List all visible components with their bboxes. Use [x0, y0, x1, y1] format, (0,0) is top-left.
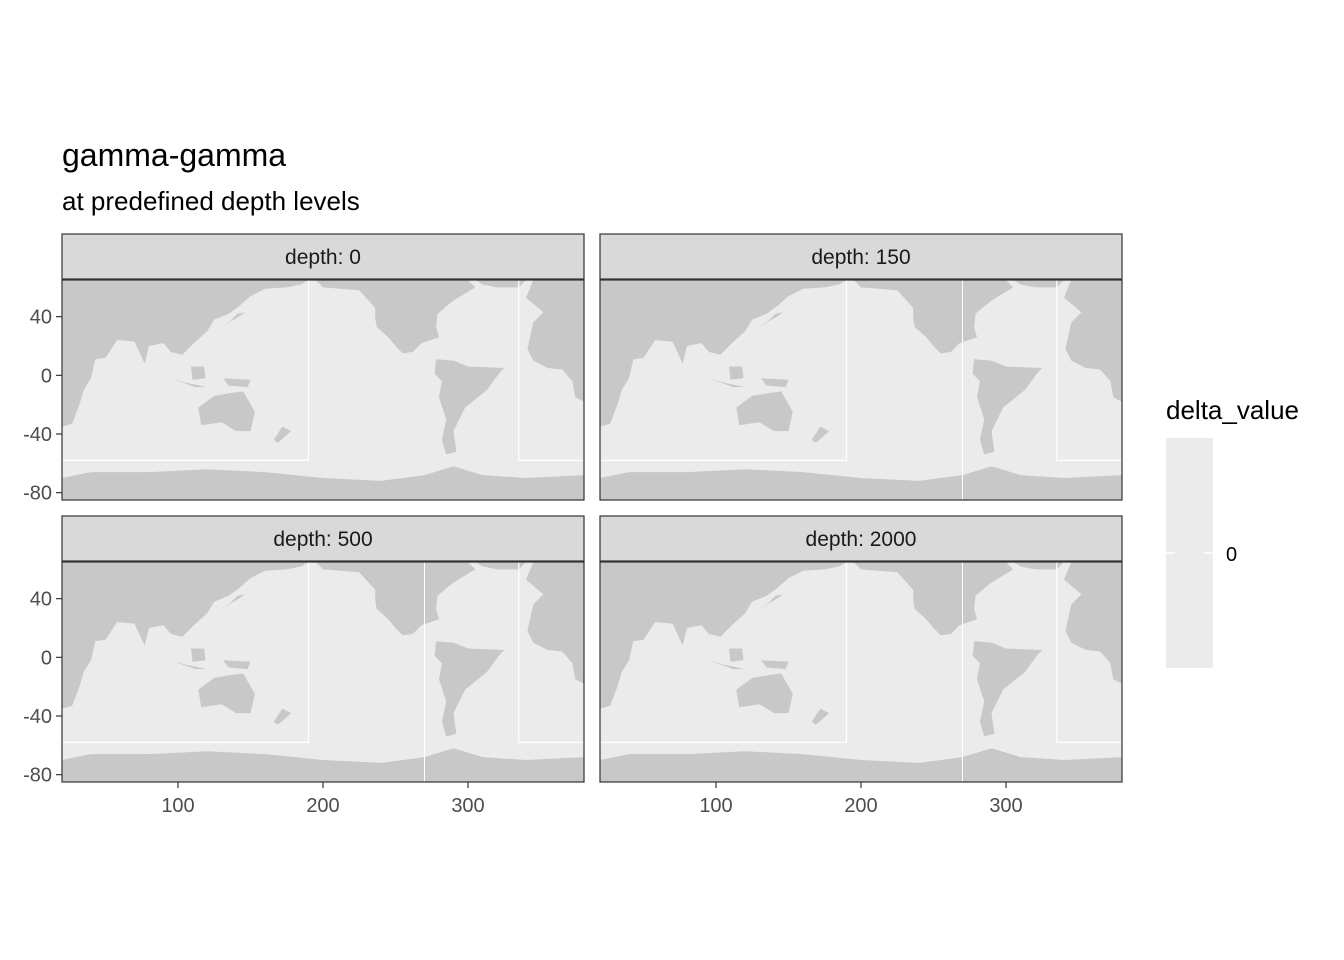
panel-border	[599, 279, 1123, 501]
chart-subtitle: at predefined depth levels	[62, 186, 360, 216]
x-tick-label: 300	[451, 795, 484, 817]
x-tick-label: 200	[844, 795, 877, 817]
y-tick-label: -80	[23, 765, 52, 787]
facet-grid: depth: 0 40 0 -40 -80 depth: 150 depth: 500 40 0…	[23, 233, 1123, 817]
facet-panel-150: depth: 150	[599, 233, 1123, 501]
y-tick-label: -80	[23, 483, 52, 505]
y-tick-label: -40	[23, 706, 52, 728]
facet-strip-label: depth: 2000	[806, 528, 917, 551]
legend-label-0: 0	[1226, 544, 1237, 566]
y-tick-label: 0	[41, 365, 52, 387]
y-tick-label: -40	[23, 424, 52, 446]
y-tick-label: 40	[30, 307, 52, 329]
facet-strip-label: depth: 500	[273, 528, 372, 551]
x-tick-label: 100	[161, 795, 194, 817]
x-tick-label: 200	[306, 795, 339, 817]
facet-panel-0: depth: 0 40 0 -40 -80	[23, 233, 585, 505]
facet-panel-2000: depth: 2000 100 200 300	[599, 515, 1123, 817]
chart-title: gamma-gamma	[62, 137, 286, 173]
y-tick-label: 40	[30, 589, 52, 611]
region-boundary	[600, 562, 1122, 743]
facet-strip-label: depth: 0	[285, 246, 361, 269]
facet-panel-500: depth: 500 40 0 -40 -80 100 200 300	[23, 515, 585, 817]
region-boundary	[62, 280, 584, 461]
legend: delta_value 0	[1166, 395, 1299, 668]
y-tick-label: 0	[41, 647, 52, 669]
facet-strip-label: depth: 150	[811, 246, 910, 269]
region-boundary	[62, 562, 584, 743]
x-tick-label: 300	[989, 795, 1022, 817]
region-boundary	[600, 280, 1122, 461]
x-tick-label: 100	[699, 795, 732, 817]
legend-title: delta_value	[1166, 395, 1299, 425]
panel-border	[61, 279, 585, 501]
